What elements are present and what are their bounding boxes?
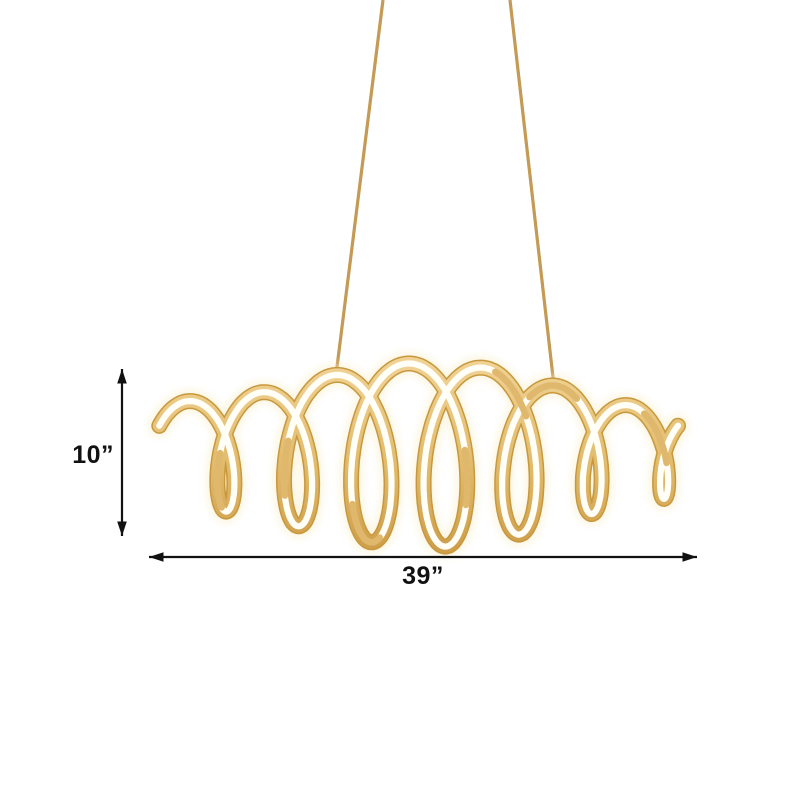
coil-led-strip [156, 360, 682, 550]
left-suspension-cord [334, 0, 385, 376]
height-dimension-label: 10” [72, 441, 114, 469]
spiral-light-fixture [147, 351, 690, 559]
suspension-cords [334, 0, 556, 387]
width-dimension-label: 39” [402, 562, 444, 590]
right-suspension-cord [508, 0, 556, 387]
